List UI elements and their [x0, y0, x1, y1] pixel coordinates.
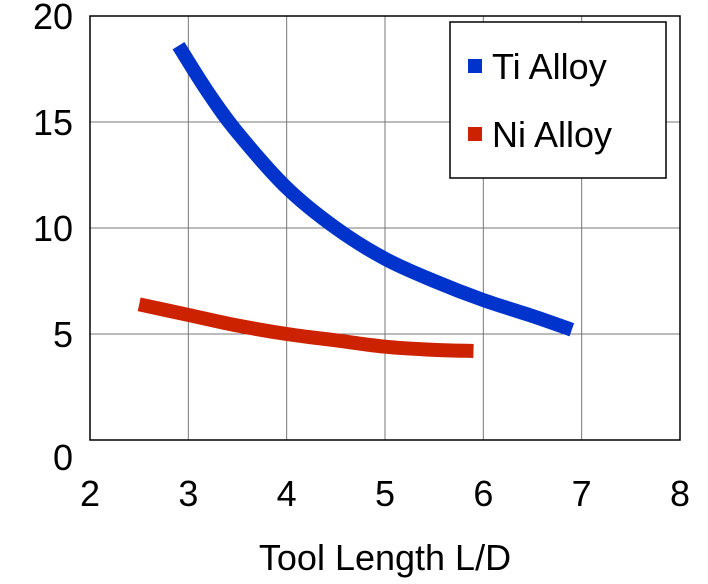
- legend-box: [449, 21, 667, 179]
- x-tick-label: 3: [178, 473, 198, 514]
- x-axis-ticks: 2 3 4 5 6 7 8: [80, 473, 690, 514]
- x-tick-label: 4: [277, 473, 297, 514]
- plot-area-frame: [89, 15, 681, 441]
- legend-swatch: [468, 127, 482, 141]
- x-tick-label: 5: [375, 473, 395, 514]
- x-axis-label: Tool Length L/D: [259, 537, 511, 578]
- x-tick-label: 7: [572, 473, 592, 514]
- y-tick-label: 0: [53, 437, 73, 478]
- legend-label: Ni Alloy: [492, 114, 612, 155]
- y-tick-label: 15: [33, 102, 73, 143]
- series-line-ni-alloy: [137, 297, 474, 358]
- y-tick-label: 10: [33, 208, 73, 249]
- legend: Ti Alloy Ni Alloy: [449, 21, 667, 179]
- legend-swatch: [468, 59, 482, 73]
- series-line-ti-alloy: [172, 41, 575, 337]
- y-tick-label: 5: [53, 314, 73, 355]
- y-tick-label: 20: [33, 0, 73, 37]
- x-tick-label: 8: [670, 473, 690, 514]
- legend-label: Ti Alloy: [492, 46, 607, 87]
- series-lines: [137, 41, 575, 358]
- y-axis-ticks: 0 5 10 15 20: [33, 0, 73, 478]
- x-tick-label: 6: [473, 473, 493, 514]
- x-tick-label: 2: [80, 473, 100, 514]
